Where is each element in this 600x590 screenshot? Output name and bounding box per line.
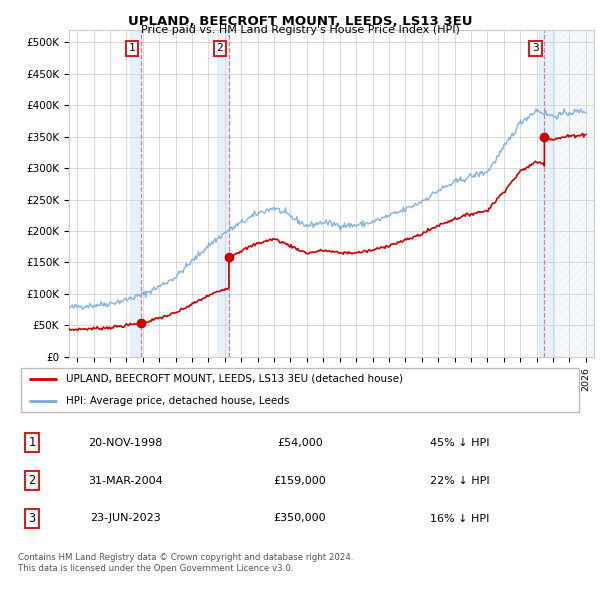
Text: Price paid vs. HM Land Registry's House Price Index (HPI): Price paid vs. HM Land Registry's House … [140,25,460,35]
Bar [217,30,229,357]
Bar [554,30,594,357]
Bar [539,30,554,357]
Text: 31-MAR-2004: 31-MAR-2004 [88,476,163,486]
Text: 3: 3 [532,44,539,53]
Text: £350,000: £350,000 [274,513,326,523]
Text: 3: 3 [29,512,35,525]
Text: £54,000: £54,000 [277,438,323,448]
Text: 16% ↓ HPI: 16% ↓ HPI [430,513,489,523]
Text: 1: 1 [129,44,136,53]
Text: 1: 1 [29,436,35,449]
FancyBboxPatch shape [21,368,579,412]
Text: UPLAND, BEECROFT MOUNT, LEEDS, LS13 3EU: UPLAND, BEECROFT MOUNT, LEEDS, LS13 3EU [128,15,472,28]
Text: HPI: Average price, detached house, Leeds: HPI: Average price, detached house, Leed… [66,396,289,406]
Text: 2: 2 [217,44,223,53]
Text: Contains HM Land Registry data © Crown copyright and database right 2024.
This d: Contains HM Land Registry data © Crown c… [18,553,353,573]
Text: UPLAND, BEECROFT MOUNT, LEEDS, LS13 3EU (detached house): UPLAND, BEECROFT MOUNT, LEEDS, LS13 3EU … [66,374,403,384]
Text: £159,000: £159,000 [274,476,326,486]
Text: 23-JUN-2023: 23-JUN-2023 [90,513,161,523]
Text: 2: 2 [29,474,35,487]
Bar [130,30,141,357]
Text: 22% ↓ HPI: 22% ↓ HPI [430,476,490,486]
Text: 45% ↓ HPI: 45% ↓ HPI [430,438,489,448]
Text: 20-NOV-1998: 20-NOV-1998 [88,438,163,448]
